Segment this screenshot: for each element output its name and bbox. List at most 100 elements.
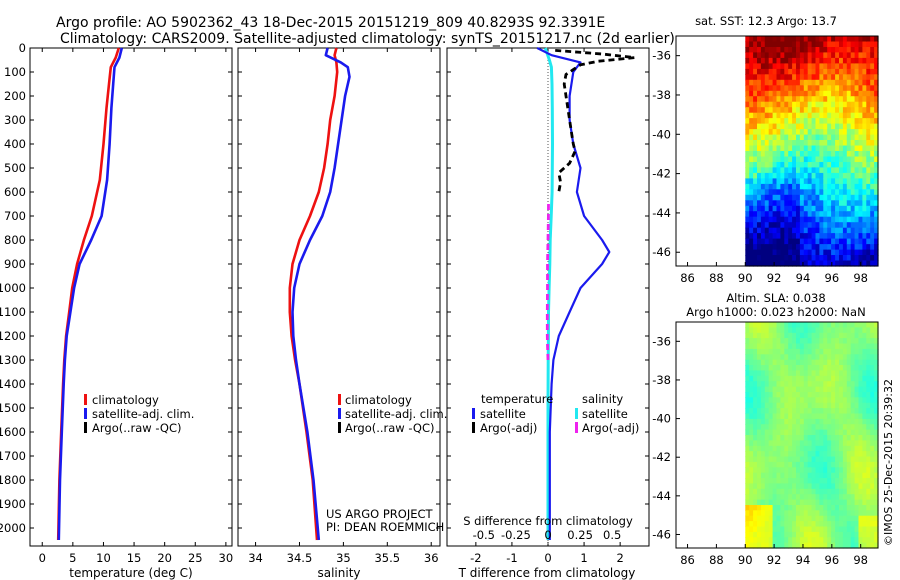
- heatmap-cell: [780, 211, 785, 218]
- heatmap-cell: [811, 537, 817, 544]
- heatmap-cell: [772, 488, 778, 495]
- heatmap-cell: [874, 107, 879, 114]
- heatmap-cell: [776, 90, 781, 97]
- heatmap-cell: [792, 57, 797, 64]
- heatmap-cell: [768, 424, 774, 431]
- heatmap-cell: [749, 205, 754, 212]
- heatmap-cell: [862, 510, 867, 517]
- heatmap-cell: [753, 162, 758, 169]
- heatmap-cell: [807, 494, 813, 501]
- heatmap-cell: [866, 90, 871, 97]
- heatmap-cell: [819, 151, 824, 158]
- heatmap-cell: [858, 79, 863, 86]
- heatmap-cell: [839, 531, 844, 538]
- heatmap-cell: [788, 74, 793, 81]
- heatmap-cell: [811, 402, 817, 409]
- heatmap-cell: [858, 205, 863, 212]
- heatmap-cell: [745, 140, 750, 147]
- heatmap-cell: [788, 211, 793, 218]
- heatmap-cell: [768, 57, 774, 64]
- heatmap-cell: [827, 233, 832, 240]
- heatmap-cell: [788, 244, 793, 251]
- heatmap-cell: [745, 200, 750, 207]
- heatmap-cell: [757, 79, 762, 86]
- heatmap-cell: [874, 456, 879, 463]
- heatmap-cell: [764, 408, 770, 415]
- heatmap-cell: [815, 41, 820, 48]
- heatmap-cell: [862, 151, 867, 158]
- heatmap-cell: [745, 41, 750, 48]
- heatmap-cell: [827, 238, 832, 245]
- heatmap-cell: [866, 57, 871, 64]
- heatmap-cell: [815, 107, 820, 114]
- heatmap-cell: [815, 79, 820, 86]
- legend-label-s-satellite: satellite: [582, 407, 628, 421]
- heatmap-cell: [792, 260, 797, 267]
- heatmap-cell: [764, 359, 770, 366]
- x-tick-label: 5: [69, 551, 76, 565]
- heatmap-cell: [819, 402, 824, 409]
- heatmap-cell: [815, 418, 820, 425]
- heatmap-cell: [854, 510, 860, 517]
- heatmap-cell: [831, 408, 836, 415]
- heatmap-cell: [811, 375, 817, 382]
- heatmap-cell: [807, 348, 813, 355]
- heatmap-cell: [749, 194, 754, 201]
- heatmap-cell: [815, 375, 820, 382]
- heatmap-cell: [850, 151, 856, 158]
- heatmap-cell: [780, 418, 785, 425]
- heatmap-cell: [760, 101, 766, 108]
- heatmap-cell: [827, 145, 832, 152]
- heatmap-cell: [796, 397, 801, 404]
- heatmap-cell: [819, 140, 824, 147]
- heatmap-cell: [831, 249, 836, 256]
- heatmap-cell: [819, 63, 824, 70]
- heatmap-cell: [749, 123, 754, 130]
- heatmap-cell: [807, 381, 813, 388]
- heatmap-cell: [753, 461, 758, 468]
- map-y-tick-label: -38: [652, 88, 671, 102]
- heatmap-cell: [799, 244, 805, 251]
- heatmap-cell: [827, 354, 832, 361]
- heatmap-cell: [870, 467, 875, 474]
- heatmap-cell: [831, 47, 836, 54]
- heatmap-cell: [850, 397, 856, 404]
- heatmap-cell: [831, 440, 836, 447]
- heatmap-cell: [772, 418, 778, 425]
- heatmap-cell: [831, 494, 836, 501]
- heatmap-cell: [796, 445, 801, 452]
- heatmap-cell: [784, 327, 789, 334]
- heatmap-cell: [862, 515, 867, 522]
- heatmap-cell: [799, 118, 805, 125]
- heatmap-cell: [764, 429, 770, 436]
- heatmap-cell: [757, 332, 762, 339]
- heatmap-cell: [799, 52, 805, 59]
- heatmap-cell: [831, 140, 836, 147]
- heatmap-cell: [807, 178, 813, 185]
- heatmap-cell: [768, 52, 774, 59]
- heatmap-cell: [792, 499, 797, 506]
- heatmap-cell: [858, 332, 863, 339]
- heatmap-cell: [784, 244, 789, 251]
- heatmap-cell: [858, 129, 863, 136]
- heatmap-cell: [768, 451, 774, 458]
- heatmap-cell: [788, 194, 793, 201]
- heatmap-cell: [819, 57, 824, 64]
- heatmap-cell: [799, 129, 805, 136]
- heatmap-cell: [788, 249, 793, 256]
- heatmap-cell: [745, 526, 750, 533]
- heatmap-cell: [803, 472, 809, 479]
- heatmap-cell: [780, 510, 785, 517]
- depth-tick-label: 1200: [0, 329, 26, 343]
- heatmap-cell: [803, 145, 809, 152]
- heatmap-cell: [811, 370, 817, 377]
- heatmap-cell: [772, 354, 778, 361]
- heatmap-cell: [850, 233, 856, 240]
- heatmap-cell: [846, 129, 852, 136]
- heatmap-cell: [780, 499, 785, 506]
- heatmap-cell: [815, 205, 820, 212]
- heatmap-cell: [776, 52, 781, 59]
- heatmap-cell: [870, 348, 875, 355]
- heatmap-cell: [784, 183, 789, 190]
- heatmap-cell: [772, 332, 778, 339]
